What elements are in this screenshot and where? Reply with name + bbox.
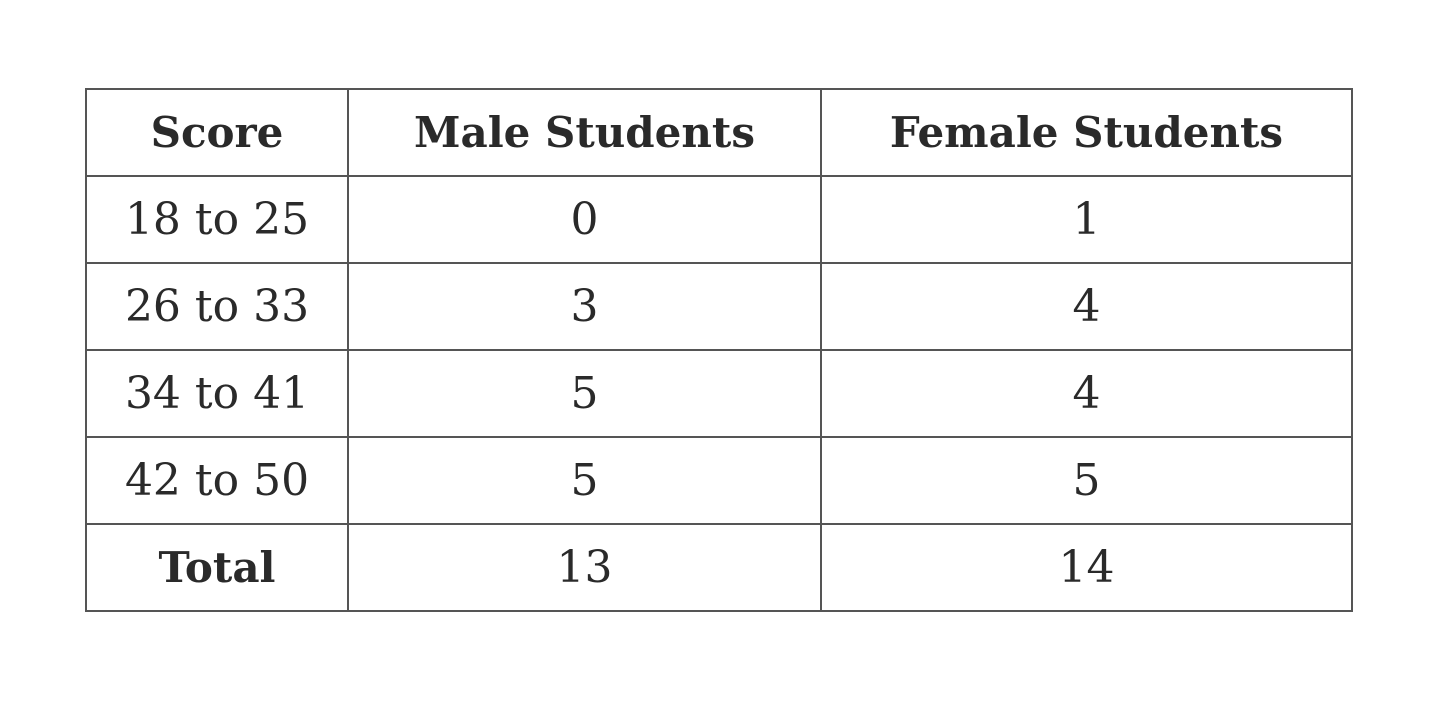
table-row: 34 to 41 5 4 <box>85 349 1353 438</box>
total-label: Total <box>85 523 349 612</box>
score-table: Score Male Students Female Students 18 t… <box>85 88 1353 612</box>
score-cell: 18 to 25 <box>85 175 349 264</box>
table-row: 26 to 33 3 4 <box>85 262 1353 351</box>
score-cell: 34 to 41 <box>85 349 349 438</box>
female-cell: 4 <box>820 262 1353 351</box>
score-cell: 26 to 33 <box>85 262 349 351</box>
male-total: 13 <box>347 523 822 612</box>
table-row: 42 to 50 5 5 <box>85 436 1353 525</box>
male-cell: 5 <box>347 436 822 525</box>
header-score: Score <box>85 88 349 177</box>
score-cell: 42 to 50 <box>85 436 349 525</box>
female-cell: 1 <box>820 175 1353 264</box>
header-male-students: Male Students <box>347 88 822 177</box>
header-row: Score Male Students Female Students <box>85 88 1353 177</box>
table-row: 18 to 25 0 1 <box>85 175 1353 264</box>
male-cell: 0 <box>347 175 822 264</box>
female-cell: 4 <box>820 349 1353 438</box>
male-cell: 5 <box>347 349 822 438</box>
female-total: 14 <box>820 523 1353 612</box>
header-female-students: Female Students <box>820 88 1353 177</box>
female-cell: 5 <box>820 436 1353 525</box>
total-row: Total 13 14 <box>85 523 1353 612</box>
male-cell: 3 <box>347 262 822 351</box>
